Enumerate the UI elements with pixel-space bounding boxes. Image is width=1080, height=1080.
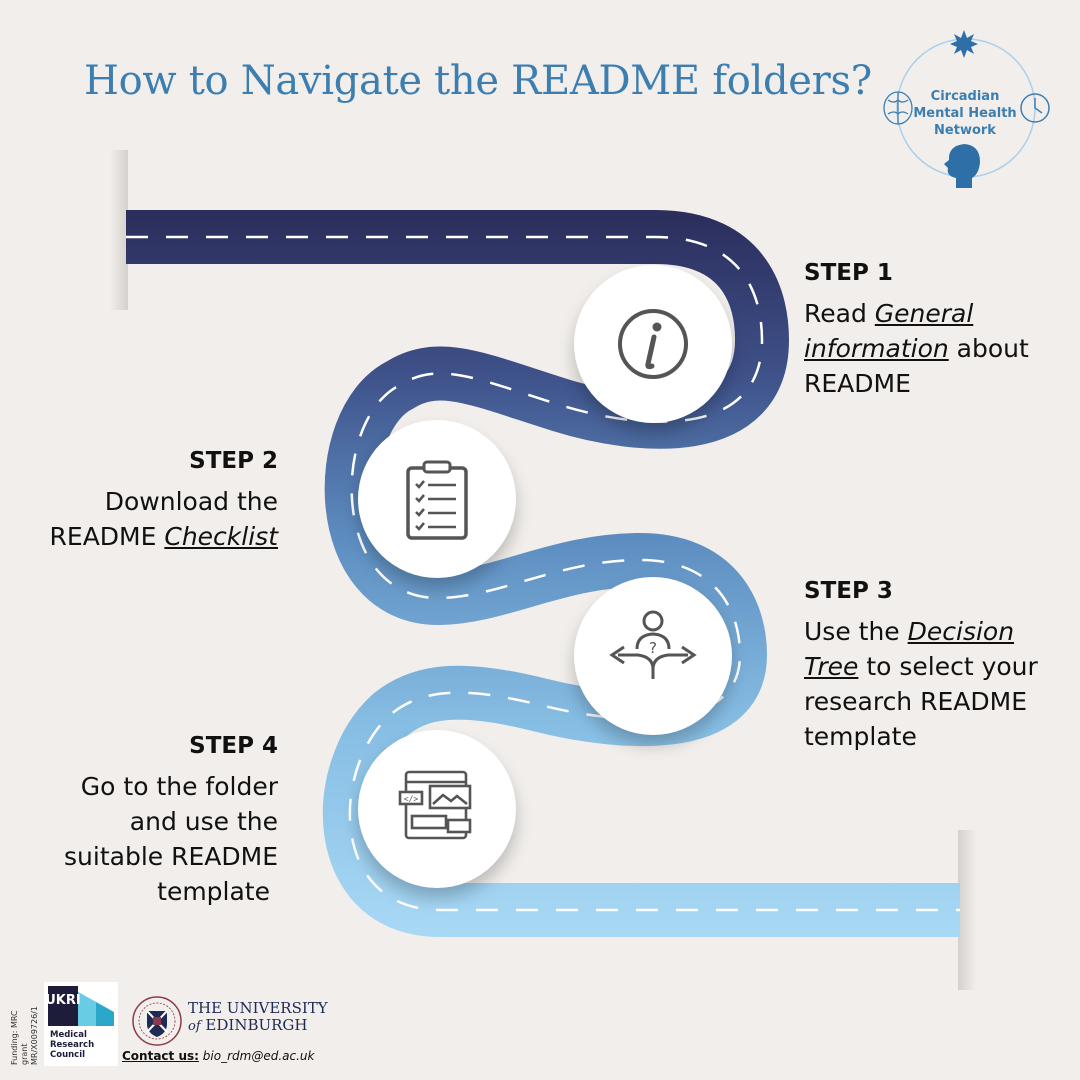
ukri-mrc-logo: UKRI Medical Research Council: [44, 982, 118, 1066]
step-1-text: Read General information about README: [804, 299, 1029, 398]
brain-icon: [883, 91, 913, 125]
starburst-icon: [950, 30, 978, 58]
university-name: THE UNIVERSITY of EDINBURGH: [188, 999, 328, 1035]
network-name-line2: Mental Health: [913, 106, 1017, 121]
decision-arrows-icon: ?: [609, 610, 697, 679]
step-4: STEP 4 Go to the folder and use the suit…: [30, 733, 278, 909]
step3-icon-circle: ?: [574, 577, 732, 735]
decision-tree-link[interactable]: Decision Tree: [804, 617, 1015, 681]
step-2-text: Download the README Checklist: [49, 487, 278, 551]
contact-label: Contact us:: [122, 1049, 199, 1063]
network-name-line1: Circadian: [930, 89, 1000, 104]
network-name-line3: Network: [934, 123, 996, 138]
general-information-link[interactable]: General information: [804, 299, 974, 363]
head-icon: [944, 144, 980, 188]
step-4-heading: STEP 4: [189, 733, 278, 759]
page-title: How to Navigate the README folders?: [84, 58, 872, 104]
step1-icon-circle: [574, 265, 732, 423]
mrc-text: Medical Research Council: [50, 1030, 95, 1060]
step-2-heading: STEP 2: [189, 448, 278, 474]
step-4-text: Go to the folder and use the suitable RE…: [64, 772, 278, 906]
clock-icon: [1020, 93, 1050, 123]
step2-icon-circle: [358, 420, 516, 578]
step-3-text: Use the Decision Tree to select your res…: [804, 617, 1038, 751]
step4-icon-circle: </>: [358, 730, 516, 888]
step-3: STEP 3 Use the Decision Tree to select y…: [804, 578, 1054, 754]
info-icon: [618, 309, 688, 379]
contact-email[interactable]: bio_rdm@ed.ac.uk: [202, 1049, 315, 1063]
ukri-logo-mark: UKRI: [45, 986, 114, 1026]
network-logo: [883, 30, 1050, 188]
template-layout-icon: </>: [398, 770, 472, 840]
clipboard-checklist-icon: [406, 460, 468, 540]
network-name: Circadian Mental Health Network: [880, 88, 1050, 139]
ukri-text: UKRI: [45, 993, 80, 1008]
step-3-heading: STEP 3: [804, 578, 893, 604]
step-1: STEP 1 Read General information about RE…: [804, 260, 1054, 401]
edinburgh-crest-icon: [132, 996, 182, 1046]
svg-text:?: ?: [649, 639, 657, 657]
svg-text:</>: </>: [404, 795, 419, 804]
contact-line: Contact us: bio_rdm@ed.ac.uk: [122, 1049, 314, 1063]
checklist-link[interactable]: Checklist: [164, 522, 278, 551]
step-2: STEP 2 Download the README Checklist: [30, 448, 278, 554]
step-1-heading: STEP 1: [804, 260, 893, 286]
